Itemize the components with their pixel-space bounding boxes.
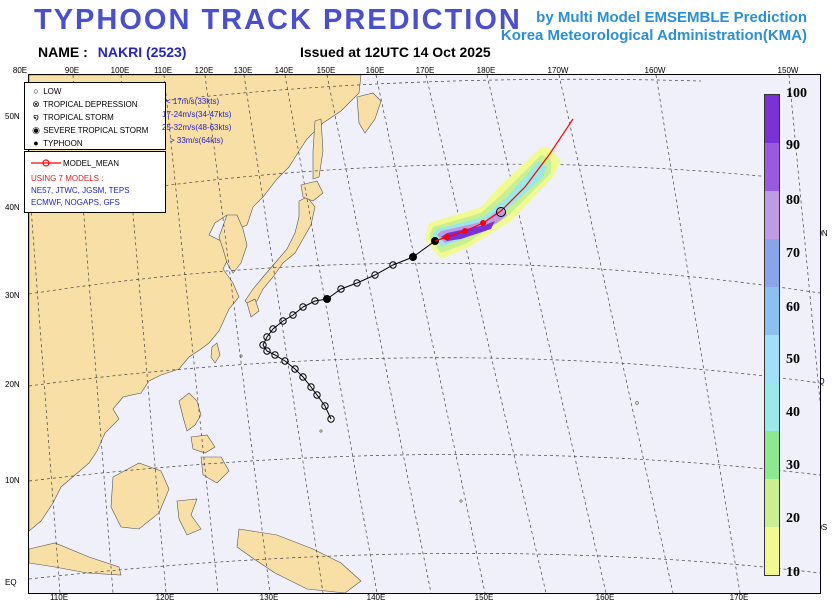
taiwan <box>210 342 221 364</box>
kamchatka <box>356 92 382 134</box>
legend-sts-speed: 25-32m/s(48-63kts) <box>162 123 232 132</box>
lon-label: 90E <box>64 66 80 75</box>
colorbar-label: 60 <box>786 300 800 315</box>
lon-label: 150W <box>777 66 799 75</box>
lat-label: 20N <box>5 380 20 389</box>
legend-ty-speed: > 33m/s(64kts) <box>170 136 224 145</box>
lon-label: 160E <box>595 593 615 602</box>
issued-time: Issued at 12UTC 14 Oct 2025 <box>300 44 491 60</box>
td-icon: ⊗ <box>32 99 40 109</box>
mindanao <box>200 456 230 484</box>
legend-td: TROPICAL DEPRESSION <box>43 100 138 109</box>
name-value: NAKRI (2523) <box>97 44 187 60</box>
model-mean-track <box>434 118 574 242</box>
lat-label: 50N <box>5 112 20 121</box>
lon-label: 160W <box>644 66 666 75</box>
lon-label: 110E <box>153 66 173 75</box>
typhoon-name: NAME : NAKRI (2523) <box>38 44 186 60</box>
sts-icon: ◉ <box>32 125 40 135</box>
lat-label: 30N <box>5 291 20 300</box>
lon-label: 170W <box>547 66 569 75</box>
colorbar-label: 90 <box>786 138 800 153</box>
probability-swath <box>425 147 561 259</box>
colorbar-label: 50 <box>786 352 800 367</box>
lat-label: EQ <box>5 578 17 587</box>
lon-label: 130E <box>233 66 253 75</box>
probability-colorbar <box>764 94 780 576</box>
new-guinea <box>236 528 362 593</box>
legend-td-speed: < 17m/s(33kts) <box>166 97 220 106</box>
credit-line-2: Korea Meteorological Administration(KMA) <box>500 27 807 44</box>
legend-models-2: ECMWF, NOGAPS, GFS <box>31 198 120 207</box>
lon-label: 120E <box>194 66 214 75</box>
lon-label: 140E <box>274 66 294 75</box>
observed-track <box>262 240 436 420</box>
colorbar-segment <box>765 239 779 287</box>
legend-ts-speed: 17-24m/s(34-47kts) <box>162 110 232 119</box>
colorbar-segment <box>765 479 779 527</box>
lat-label: 40N <box>5 203 20 212</box>
sumatra-java <box>29 542 122 576</box>
sakhalin-kuril <box>312 118 324 180</box>
colorbar-label: 80 <box>786 193 800 208</box>
colorbar-label: 10 <box>786 565 800 580</box>
legend-models-1: NE57, JTWC, JGSM, TEPS <box>31 186 130 195</box>
lon-label: 180E <box>476 66 496 75</box>
lon-label: 160E <box>365 66 385 75</box>
credit-line-1: by Multi Model EMSEMBLE Prediction <box>536 9 807 26</box>
intensity-legend: ○ LOW ⊗ TROPICAL DEPRESSION ໑ TROPICAL S… <box>24 82 166 150</box>
colorbar-label: 20 <box>786 511 800 526</box>
longitude-lines <box>29 75 820 593</box>
sulawesi <box>176 498 202 536</box>
typhoon-icon: ● <box>33 138 39 148</box>
colorbar-label: 100 <box>786 86 807 101</box>
colorbar-label: 30 <box>786 458 800 473</box>
legend-model-mean: MODEL_MEAN <box>63 159 120 168</box>
colorbar-segment <box>765 95 779 143</box>
kyushu <box>246 298 260 318</box>
legend-using: USING 7 MODELS : <box>31 174 104 183</box>
lon-label: 150E <box>474 593 494 602</box>
lon-label: 110E <box>49 593 69 602</box>
borneo <box>110 462 170 530</box>
colorbar-label: 70 <box>786 246 800 261</box>
colorbar-label: 40 <box>786 405 800 420</box>
lon-label: 140E <box>366 593 386 602</box>
colorbar-segment <box>765 191 779 239</box>
colorbar-segment <box>765 287 779 335</box>
lon-label: 170E <box>729 593 749 602</box>
visayas <box>190 434 216 454</box>
japan <box>244 196 316 308</box>
legend-low: LOW <box>43 87 62 96</box>
lon-label: 80E <box>12 66 28 75</box>
model-legend: MODEL_MEAN USING 7 MODELS : NE57, JTWC, … <box>24 151 166 213</box>
luzon <box>178 392 202 432</box>
ts-icon: ໑ <box>33 112 39 122</box>
colorbar-segment <box>765 383 779 431</box>
lon-label: 150E <box>316 66 336 75</box>
lon-label: 130E <box>259 593 279 602</box>
name-label: NAME : <box>38 44 88 60</box>
page-title: TYPHOON TRACK PREDICTION <box>34 4 522 36</box>
track-markers <box>259 237 439 423</box>
low-icon: ○ <box>33 86 39 96</box>
legend-ty: TYPHOON <box>43 139 83 148</box>
lon-label: 100E <box>110 66 130 75</box>
lat-label: 10N <box>5 476 20 485</box>
lon-label: 120E <box>155 593 175 602</box>
legend-sts: SEVERE TROPICAL STORM <box>43 126 149 135</box>
model-mean-icon <box>31 159 61 167</box>
lon-label: 170E <box>415 66 435 75</box>
legend-ts: TROPICAL STORM <box>43 113 114 122</box>
latitude-lines <box>29 78 820 580</box>
korea <box>218 214 248 274</box>
colorbar-segment <box>765 431 779 479</box>
colorbar-segment <box>765 527 779 575</box>
colorbar-segment <box>765 143 779 191</box>
colorbar-segment <box>765 335 779 383</box>
